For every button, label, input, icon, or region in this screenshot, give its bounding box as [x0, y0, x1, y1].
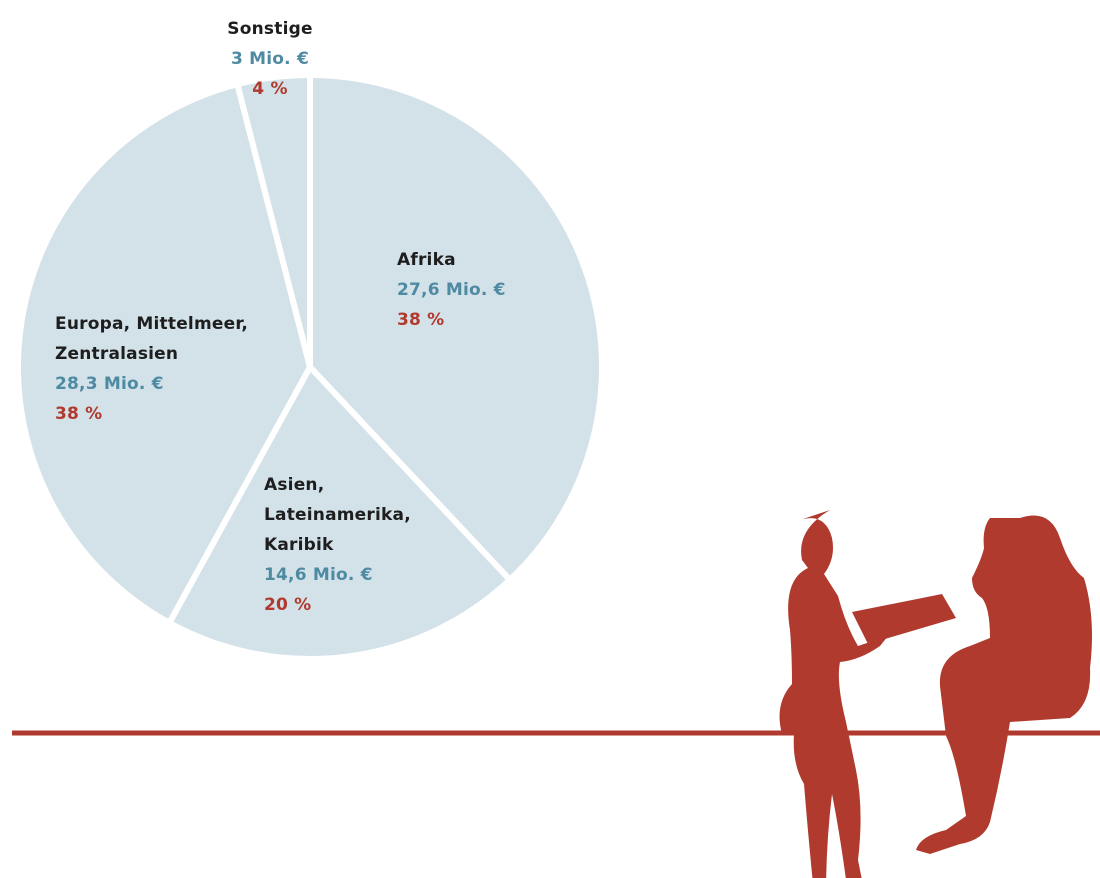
category-label: Asien, Lateinamerika, Karibik — [264, 475, 411, 555]
document — [852, 594, 956, 644]
pie-slice — [307, 72, 605, 583]
person-right — [916, 515, 1092, 854]
slice-label: Europa, Mittelmeer, Zentralasien 28,3 Mio… — [55, 309, 248, 429]
value-label: 38 % — [397, 310, 445, 330]
value-label: 20 % — [264, 595, 312, 615]
slice-label: Sonstige 3 Mio. € 4 % — [210, 14, 330, 104]
pie-slice — [15, 81, 313, 626]
pie — [15, 72, 605, 662]
slice-label: Afrika 27,6 Mio. € 38 % — [397, 245, 506, 335]
category-label: Afrika — [397, 250, 456, 270]
people-illustration — [779, 510, 1092, 878]
category-label: Europa, Mittelmeer, Zentralasien — [55, 314, 249, 364]
person-left — [779, 510, 888, 878]
value-label: 38 % — [55, 404, 103, 424]
amount-label: 28,3 Mio. € — [55, 374, 164, 394]
value-label: 4 % — [252, 79, 288, 99]
amount-label: 3 Mio. € — [231, 49, 309, 69]
slice-label: Asien, Lateinamerika, Karibik 14,6 Mio. €… — [264, 470, 411, 620]
category-label: Sonstige — [227, 19, 313, 39]
amount-label: 27,6 Mio. € — [397, 280, 506, 300]
pie-slice — [234, 72, 313, 370]
pie-slice — [166, 364, 513, 662]
amount-label: 14,6 Mio. € — [264, 565, 373, 585]
